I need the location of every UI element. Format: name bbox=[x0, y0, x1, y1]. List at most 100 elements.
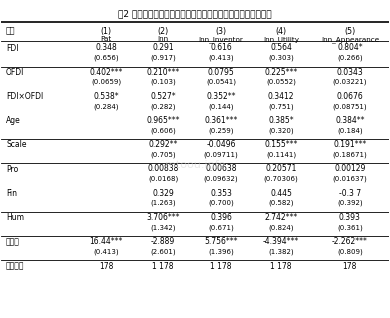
Text: (2.601): (2.601) bbox=[150, 248, 176, 255]
Text: (0.284): (0.284) bbox=[93, 103, 119, 110]
Text: (0.01637): (0.01637) bbox=[333, 176, 367, 182]
Text: 0.538*: 0.538* bbox=[93, 92, 119, 101]
Text: (0.08751): (0.08751) bbox=[333, 103, 367, 110]
Text: 0.0343: 0.0343 bbox=[337, 67, 363, 77]
Text: (0.03221): (0.03221) bbox=[333, 79, 367, 85]
Text: 0.384**: 0.384** bbox=[335, 116, 365, 125]
Text: (0.0168): (0.0168) bbox=[148, 176, 178, 182]
Text: 0.348: 0.348 bbox=[95, 43, 117, 52]
Text: Pro: Pro bbox=[6, 165, 18, 174]
Text: 178: 178 bbox=[99, 261, 113, 271]
Text: (1.396): (1.396) bbox=[208, 248, 234, 255]
Text: (0.09632): (0.09632) bbox=[204, 176, 238, 182]
Text: 变量: 变量 bbox=[6, 27, 16, 36]
Text: Fin: Fin bbox=[6, 189, 17, 198]
Text: 0.292**: 0.292** bbox=[148, 140, 178, 149]
Text: (0.103): (0.103) bbox=[150, 79, 176, 85]
Text: 2.742***: 2.742*** bbox=[264, 213, 298, 222]
Text: (0.184): (0.184) bbox=[337, 127, 363, 134]
Text: (1.382): (1.382) bbox=[268, 248, 294, 255]
Text: 0.329: 0.329 bbox=[152, 189, 174, 197]
Text: (0.0552): (0.0552) bbox=[266, 79, 296, 85]
Text: 0.155***: 0.155*** bbox=[264, 140, 298, 149]
Text: Hum: Hum bbox=[6, 213, 24, 222]
Text: OFDI: OFDI bbox=[6, 68, 25, 77]
Text: Inn: Inn bbox=[158, 36, 168, 42]
Text: 常数项: 常数项 bbox=[6, 237, 20, 246]
Text: 178: 178 bbox=[343, 261, 357, 271]
Text: (0.917): (0.917) bbox=[150, 55, 176, 61]
Text: (0.656): (0.656) bbox=[93, 55, 119, 61]
Text: 0.210***: 0.210*** bbox=[146, 67, 180, 77]
Text: (0.413): (0.413) bbox=[93, 248, 119, 255]
Text: (0.18671): (0.18671) bbox=[333, 151, 367, 158]
Text: Inn_Inventor: Inn_Inventor bbox=[199, 36, 244, 43]
Text: FDI: FDI bbox=[6, 44, 19, 52]
Text: (0.671): (0.671) bbox=[208, 224, 234, 231]
Text: (0.09711): (0.09711) bbox=[204, 151, 239, 158]
Text: (0.392): (0.392) bbox=[337, 200, 363, 206]
Text: -0.0496: -0.0496 bbox=[206, 140, 236, 149]
Text: (0.320): (0.320) bbox=[268, 127, 294, 134]
Text: (1.342): (1.342) bbox=[150, 224, 176, 231]
Text: 0.396: 0.396 bbox=[210, 213, 232, 222]
Text: FDI×OFDI: FDI×OFDI bbox=[6, 92, 43, 101]
Text: 0.527*: 0.527* bbox=[150, 92, 176, 101]
Text: (0.700): (0.700) bbox=[208, 200, 234, 206]
Text: 1 178: 1 178 bbox=[210, 261, 232, 271]
Text: 0.00638: 0.00638 bbox=[206, 164, 237, 173]
Text: (3): (3) bbox=[216, 27, 227, 36]
Text: 0.402***: 0.402*** bbox=[89, 67, 122, 77]
Text: 观测数量: 观测数量 bbox=[6, 261, 25, 271]
Text: 0.361***: 0.361*** bbox=[204, 116, 238, 125]
Text: 1 178: 1 178 bbox=[270, 261, 292, 271]
Text: Pat: Pat bbox=[100, 36, 112, 42]
Text: 0.291: 0.291 bbox=[152, 43, 174, 52]
Text: (0.0659): (0.0659) bbox=[91, 79, 121, 85]
Text: (0.259): (0.259) bbox=[208, 127, 234, 134]
Text: (0.606): (0.606) bbox=[150, 127, 176, 134]
Text: -2.889: -2.889 bbox=[151, 237, 175, 246]
Text: (0.70306): (0.70306) bbox=[264, 176, 298, 182]
Text: -4.394***: -4.394*** bbox=[263, 237, 299, 246]
Text: (1.263): (1.263) bbox=[150, 200, 176, 206]
Text: 表2 基准模型回归结果：双向投资、专利异质性与企业创新质量: 表2 基准模型回归结果：双向投资、专利异质性与企业创新质量 bbox=[118, 9, 272, 18]
Text: 0.965***: 0.965*** bbox=[146, 116, 180, 125]
Text: 0.352**: 0.352** bbox=[206, 92, 236, 101]
Text: 5.756***: 5.756*** bbox=[204, 237, 238, 246]
Text: 0.616: 0.616 bbox=[210, 43, 232, 52]
Text: (0.266): (0.266) bbox=[337, 55, 363, 61]
Text: (0.824): (0.824) bbox=[268, 224, 294, 231]
Text: 0.804*: 0.804* bbox=[337, 43, 363, 52]
Text: (0.0541): (0.0541) bbox=[206, 79, 236, 85]
Text: 16.44***: 16.44*** bbox=[89, 237, 122, 246]
Text: (0.751): (0.751) bbox=[268, 103, 294, 110]
Text: -2.262***: -2.262*** bbox=[332, 237, 368, 246]
Text: Inn_Utility: Inn_Utility bbox=[263, 36, 299, 43]
Text: 0.3412: 0.3412 bbox=[268, 92, 294, 101]
Text: 0.20571: 0.20571 bbox=[266, 164, 297, 173]
Text: (0.1141): (0.1141) bbox=[266, 151, 296, 158]
Text: (0.809): (0.809) bbox=[337, 248, 363, 255]
Text: mtoou.info: mtoou.info bbox=[165, 160, 225, 170]
Text: Inn_Appearance: Inn_Appearance bbox=[321, 36, 379, 43]
Text: (1): (1) bbox=[100, 27, 112, 36]
Text: (0.582): (0.582) bbox=[268, 200, 294, 206]
Text: (0.705): (0.705) bbox=[150, 151, 176, 158]
Text: 0.445: 0.445 bbox=[270, 189, 292, 197]
Text: (0.413): (0.413) bbox=[208, 55, 234, 61]
Text: (5): (5) bbox=[344, 27, 356, 36]
Text: 3.706***: 3.706*** bbox=[146, 213, 180, 222]
Text: (0.361): (0.361) bbox=[337, 224, 363, 231]
Text: 1 178: 1 178 bbox=[152, 261, 174, 271]
Text: 0.353: 0.353 bbox=[210, 189, 232, 197]
Text: 0.00838: 0.00838 bbox=[147, 164, 179, 173]
Text: Age: Age bbox=[6, 116, 21, 125]
Text: 0.00129: 0.00129 bbox=[334, 164, 365, 173]
Text: 0.0795: 0.0795 bbox=[208, 67, 234, 77]
Text: 0.225***: 0.225*** bbox=[264, 67, 298, 77]
Text: 0.393: 0.393 bbox=[339, 213, 361, 222]
Text: (0.303): (0.303) bbox=[268, 55, 294, 61]
Text: 0.385*: 0.385* bbox=[268, 116, 294, 125]
Text: 0.191***: 0.191*** bbox=[333, 140, 367, 149]
